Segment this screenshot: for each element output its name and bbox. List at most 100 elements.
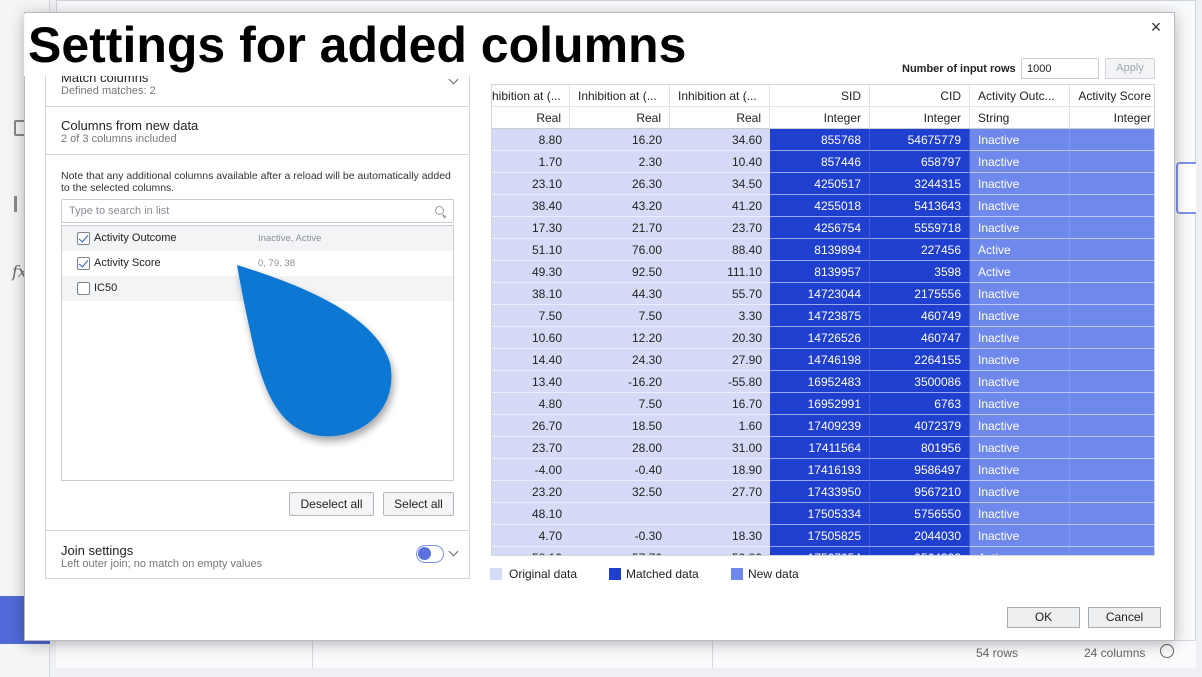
table-cell: 1.70 xyxy=(492,151,570,173)
table-cell: -0.30 xyxy=(570,525,670,547)
table-cell: 44.30 xyxy=(570,283,670,305)
table-cell: 41.20 xyxy=(670,195,770,217)
table-cell: 32.50 xyxy=(570,481,670,503)
table-cell xyxy=(1070,151,1154,173)
input-rows-label: Number of input rows xyxy=(902,63,1016,75)
table-cell: 34.60 xyxy=(670,129,770,151)
column-header[interactable]: Inhibition at (... xyxy=(492,85,570,107)
columns-from-new-data-section[interactable]: Columns from new data 2 of 3 columns inc… xyxy=(46,107,469,155)
table-cell: -0.40 xyxy=(570,459,670,481)
table-cell: 17409239 xyxy=(770,415,870,437)
column-list-item[interactable]: Activity Outcome Inactive, Active xyxy=(62,226,453,251)
cancel-button[interactable]: Cancel xyxy=(1088,607,1161,628)
deselect-all-button[interactable]: Deselect all xyxy=(289,492,374,516)
column-checkbox[interactable] xyxy=(77,257,90,270)
table-cell xyxy=(1070,459,1154,481)
table-cell: 14.40 xyxy=(492,349,570,371)
column-header[interactable]: Inhibition at (... xyxy=(670,85,770,107)
join-settings-toggle[interactable] xyxy=(416,545,444,563)
overlay-title: Settings for added columns xyxy=(24,14,728,76)
table-cell: 18.50 xyxy=(570,415,670,437)
table-cell: 17411564 xyxy=(770,437,870,459)
table-cell: 2.30 xyxy=(570,151,670,173)
status-row-count: 54 rows xyxy=(976,646,1019,660)
table-cell: -55.80 xyxy=(670,371,770,393)
table-cell: 855768 xyxy=(770,129,870,151)
column-header[interactable]: Activity Score xyxy=(1070,85,1154,107)
table-cell: 23.10 xyxy=(492,173,570,195)
table-cell: 16.20 xyxy=(570,129,670,151)
table-cell: Inactive xyxy=(970,415,1070,437)
close-button[interactable]: × xyxy=(1150,17,1162,37)
toggle-knob xyxy=(418,547,431,560)
table-cell: Inactive xyxy=(970,503,1070,525)
table-cell xyxy=(1070,327,1154,349)
table-cell: 23.70 xyxy=(670,217,770,239)
table-cell: 3598 xyxy=(870,261,970,283)
join-settings-section[interactable]: Join settings Left outer join; no match … xyxy=(46,531,469,579)
table-cell: 26.30 xyxy=(570,173,670,195)
table-cell: 27.70 xyxy=(670,481,770,503)
column-name: Activity Outcome xyxy=(94,232,177,244)
column-checkbox[interactable] xyxy=(77,232,90,245)
table-cell: 13.40 xyxy=(492,371,570,393)
apply-button[interactable]: Apply xyxy=(1105,58,1155,79)
reload-note: Note that any additional columns availab… xyxy=(61,170,451,194)
table-cell: Inactive xyxy=(970,371,1070,393)
matched-data-legend: Matched data xyxy=(626,567,699,581)
table-cell: 58.10 xyxy=(492,547,570,555)
column-header[interactable]: CID xyxy=(870,85,970,107)
table-cell: 17433950 xyxy=(770,481,870,503)
globe-icon[interactable] xyxy=(1160,644,1174,658)
table-cell: 57.70 xyxy=(570,547,670,555)
table-cell: Active xyxy=(970,239,1070,261)
column-type: String xyxy=(970,107,1070,129)
table-cell: 8.80 xyxy=(492,129,570,151)
table-cell: 9567210 xyxy=(870,481,970,503)
columns-section-subtitle: 2 of 3 columns included xyxy=(61,133,177,145)
table-cell: 23.20 xyxy=(492,481,570,503)
table-cell: Inactive xyxy=(970,327,1070,349)
chevron-down-icon[interactable] xyxy=(448,546,459,557)
search-box[interactable] xyxy=(61,199,454,223)
preview-table[interactable]: Inhibition at (...Real8.801.7023.1038.40… xyxy=(491,84,1155,556)
table-cell xyxy=(1070,349,1154,371)
table-cell: 7.50 xyxy=(492,305,570,327)
search-input[interactable] xyxy=(67,203,427,219)
preview-column: Activity Score Integer xyxy=(1070,85,1154,555)
original-data-swatch xyxy=(490,568,502,580)
preview-column: Inhibition at (... Real 16.20 2.30 26.30 43.2… xyxy=(570,85,670,555)
column-header[interactable]: SID xyxy=(770,85,870,107)
column-header[interactable]: Inhibition at (... xyxy=(570,85,670,107)
table-cell: Inactive xyxy=(970,151,1070,173)
preview-column: CID Integer 54675779 658797 3244315 5413643 55… xyxy=(870,85,970,555)
table-cell: 111.10 xyxy=(670,261,770,283)
table-cell: 2264155 xyxy=(870,349,970,371)
table-cell: 9564333 xyxy=(870,547,970,555)
column-checkbox[interactable] xyxy=(77,282,90,295)
table-cell xyxy=(1070,415,1154,437)
table-cell: 3.30 xyxy=(670,305,770,327)
table-cell: 14723875 xyxy=(770,305,870,327)
ok-button[interactable]: OK xyxy=(1007,607,1080,628)
table-cell: 34.50 xyxy=(670,173,770,195)
table-cell: Inactive xyxy=(970,393,1070,415)
chevron-down-icon[interactable] xyxy=(448,74,459,85)
column-header[interactable]: Activity Outc... xyxy=(970,85,1070,107)
match-columns-section[interactable]: Match columns Defined matches: 2 xyxy=(46,54,469,107)
table-cell xyxy=(570,503,670,525)
status-column-count: 24 columns xyxy=(1084,646,1146,660)
preview-column: Inhibition at (... Real 34.60 10.40 34.50 41.… xyxy=(670,85,770,555)
table-cell: 2175556 xyxy=(870,283,970,305)
column-list-item[interactable]: Activity Score 0, 79, 38 xyxy=(62,251,453,276)
column-value-preview: Inactive, Active xyxy=(258,233,322,244)
table-cell xyxy=(1070,393,1154,415)
table-cell xyxy=(1070,173,1154,195)
select-all-button[interactable]: Select all xyxy=(383,492,454,516)
preview-column: Activity Outc... String Inactive Inactive In… xyxy=(970,85,1070,555)
table-cell xyxy=(670,503,770,525)
input-rows-field[interactable] xyxy=(1021,58,1099,79)
preview-column: SID Integer 855768 857446 4250517 4255018 4256… xyxy=(770,85,870,555)
column-name: Activity Score xyxy=(94,257,161,269)
column-type: Integer xyxy=(1070,107,1154,129)
